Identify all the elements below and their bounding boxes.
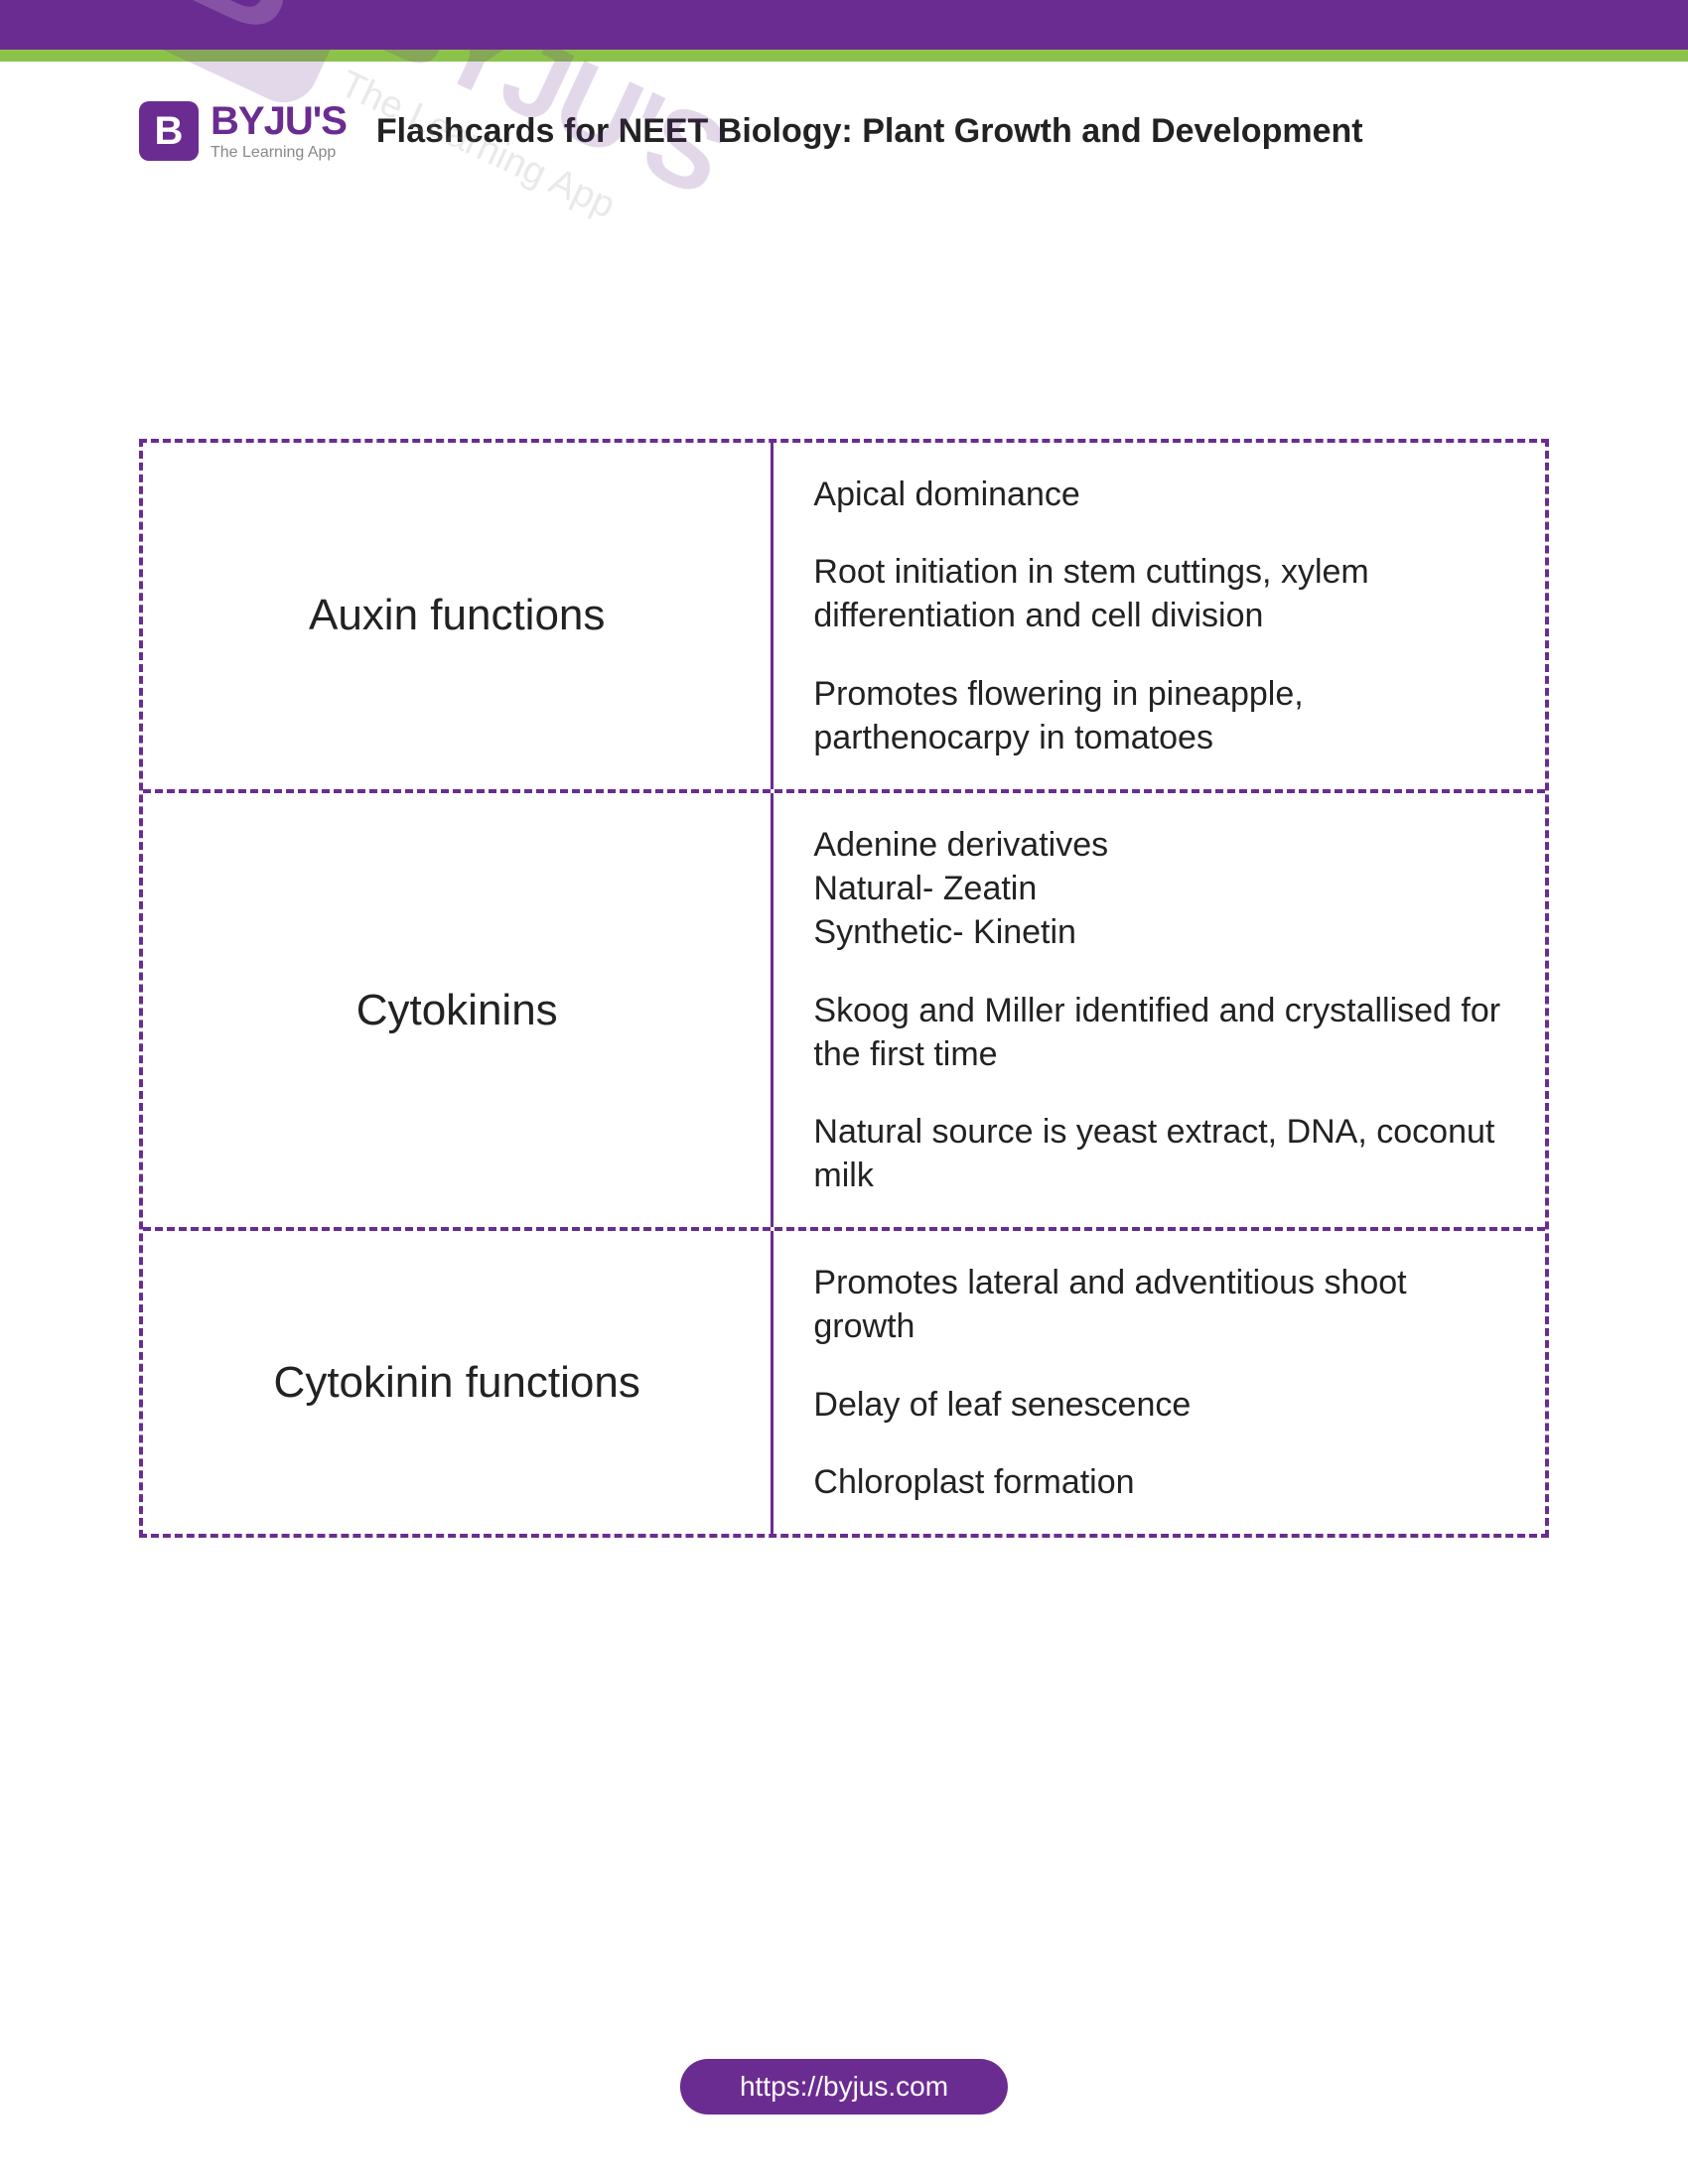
page-title: Flashcards for NEET Biology: Plant Growt…	[376, 112, 1569, 151]
row-label: Cytokinins	[143, 793, 774, 1227]
content-item: Natural source is yeast extract, DNA, co…	[813, 1110, 1505, 1197]
green-stripe	[0, 50, 1688, 62]
content-item: Adenine derivatives Natural- Zeatin Synt…	[813, 823, 1505, 955]
logo-tagline: The Learning App	[211, 145, 347, 161]
flashcard-table: Auxin functions Apical dominance Root in…	[139, 439, 1549, 1538]
table-row: Auxin functions Apical dominance Root in…	[143, 443, 1545, 793]
content-item: Promotes flowering in pineapple, parthen…	[813, 672, 1505, 759]
row-label: Auxin functions	[143, 443, 774, 789]
logo-brand: BYJU'S	[211, 101, 347, 141]
content-item: Skoog and Miller identified and crystall…	[813, 989, 1505, 1076]
content-item: Chloroplast formation	[813, 1460, 1505, 1504]
logo-icon	[139, 101, 199, 161]
table-row: Cytokinin functions Promotes lateral and…	[143, 1231, 1545, 1534]
row-content: Adenine derivatives Natural- Zeatin Synt…	[774, 793, 1545, 1227]
content-item: Apical dominance	[813, 473, 1505, 516]
footer-url: https://byjus.com	[680, 2059, 1008, 2115]
row-content: Promotes lateral and adventitious shoot …	[774, 1231, 1545, 1534]
content-item: Delay of leaf senescence	[813, 1383, 1505, 1427]
header-row: BYJU'S The Learning App Flashcards for N…	[0, 62, 1688, 181]
row-content: Apical dominance Root initiation in stem…	[774, 443, 1545, 789]
table-row: Cytokinins Adenine derivatives Natural- …	[143, 793, 1545, 1231]
logo: BYJU'S The Learning App	[139, 101, 347, 161]
row-label: Cytokinin functions	[143, 1231, 774, 1534]
content-item: Root initiation in stem cuttings, xylem …	[813, 550, 1505, 637]
top-banner	[0, 0, 1688, 50]
content-item: Promotes lateral and adventitious shoot …	[813, 1261, 1505, 1348]
content-area: BYJU'S The Learning App Auxin functions …	[139, 220, 1549, 1538]
